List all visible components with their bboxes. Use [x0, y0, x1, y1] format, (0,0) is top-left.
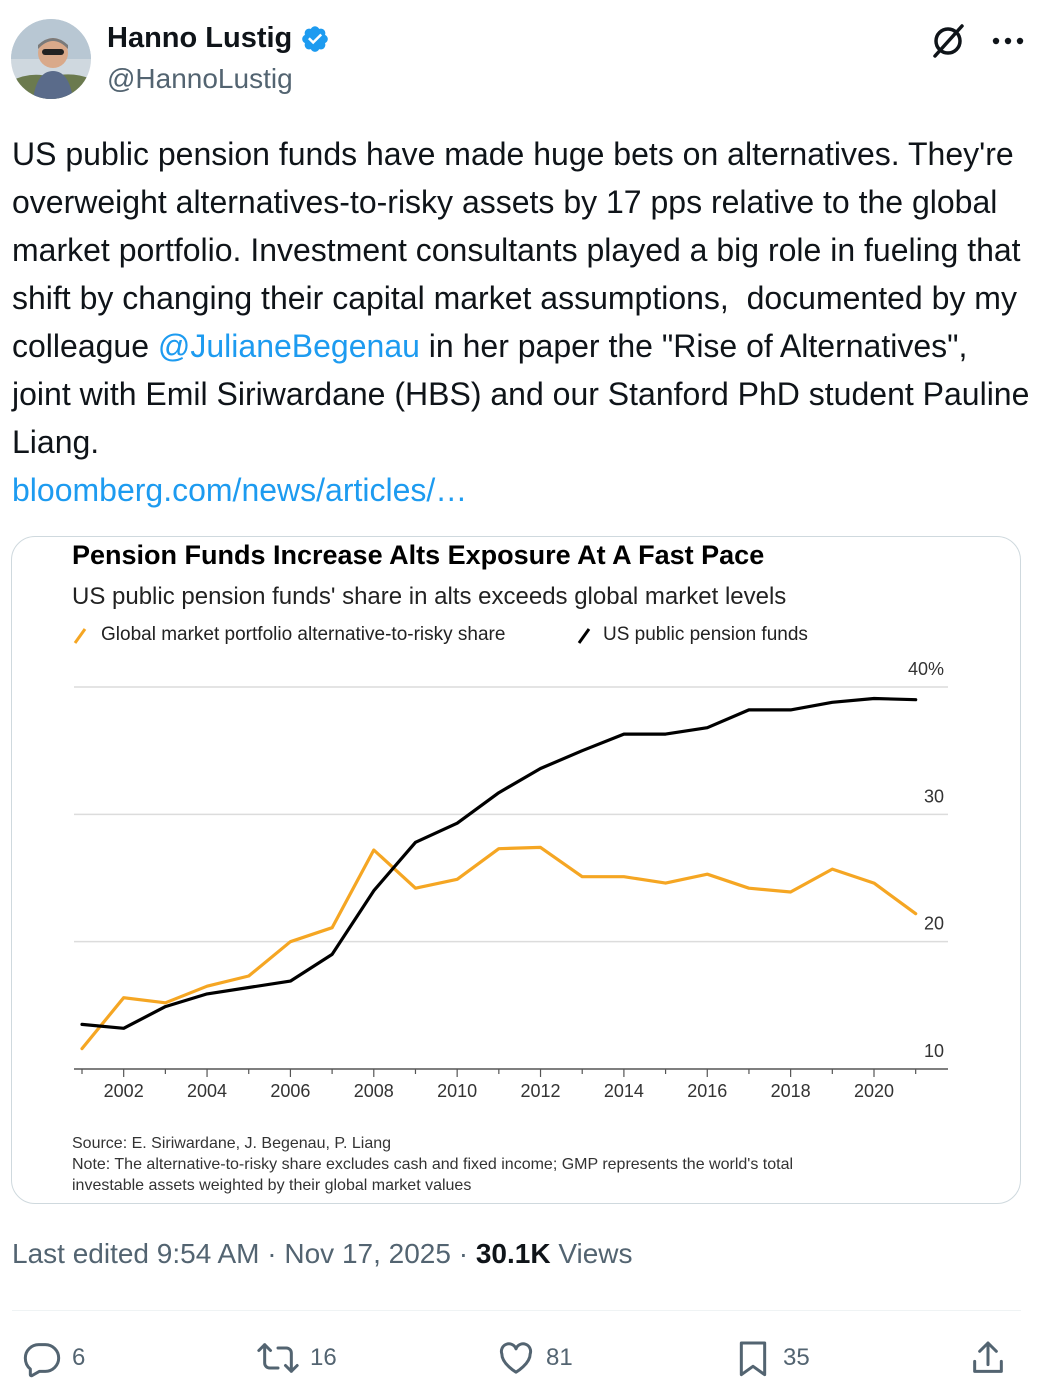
x-tick-label: 2008: [354, 1081, 394, 1101]
like-button[interactable]: 81: [496, 1338, 573, 1378]
x-tick-label: 2020: [854, 1081, 894, 1101]
reply-count: 6: [72, 1344, 86, 1371]
chart-note-line2: investable assets weighted by their glob…: [72, 1177, 471, 1194]
tweet-meta: Last edited 9:54 AM · Nov 17, 2025 · 30.…: [12, 1238, 633, 1270]
author-name[interactable]: Hanno Lustig: [107, 22, 293, 54]
x-tick-label: 2002: [104, 1081, 144, 1101]
repost-count: 16: [310, 1344, 337, 1371]
reply-button[interactable]: 6: [22, 1338, 85, 1378]
chart-legend: Global market portfolio alternative-to-r…: [73, 624, 808, 645]
chart-x-ticks: 2002 2004 2006 2008 2010 2012 2014 2016 2018 2020: [74, 1068, 948, 1101]
tweet-text-part1: US public pension funds have made huge b…: [12, 136, 1030, 364]
bookmark-count: 35: [783, 1344, 810, 1371]
like-count: 81: [546, 1344, 573, 1371]
share-button[interactable]: [968, 1338, 1008, 1378]
bookmark-button[interactable]: 35: [733, 1338, 810, 1378]
action-bar: 6 16 81 35: [0, 1332, 1043, 1392]
chart: Pension Funds Increase Alts Exposure At …: [72, 540, 948, 1194]
avatar-image: [11, 19, 91, 99]
more-icon[interactable]: [991, 36, 1025, 46]
legend-swatch-us: [577, 628, 591, 644]
series-line-us-pension: [80, 696, 918, 1030]
chart-series: [80, 696, 918, 1051]
x-tick-label: 2010: [437, 1081, 477, 1101]
views-count: 30.1K: [475, 1238, 551, 1269]
chart-gridlines: [74, 686, 948, 943]
x-tick-label: 2016: [687, 1081, 727, 1101]
chart-y-ticks: 10 20 30 40%: [908, 659, 944, 1061]
y-tick-label: 20: [924, 914, 944, 934]
mention-link[interactable]: @JulianeBegenau: [157, 328, 420, 364]
views-label: Views: [550, 1238, 633, 1269]
repost-icon: [257, 1343, 299, 1373]
verified-badge-icon[interactable]: [300, 24, 330, 54]
chart-title: Pension Funds Increase Alts Exposure At …: [72, 540, 764, 570]
x-tick-label: 2004: [187, 1081, 227, 1101]
x-tick-label: 2012: [521, 1081, 561, 1101]
chart-subtitle: US public pension funds' share in alts e…: [72, 583, 786, 610]
avatar[interactable]: [11, 19, 91, 99]
x-tick-label: 2014: [604, 1081, 644, 1101]
chart-image-card[interactable]: Pension Funds Increase Alts Exposure At …: [11, 536, 1021, 1204]
divider: [12, 1310, 1021, 1311]
series-line-global-market: [80, 845, 918, 1051]
legend-swatch-global: [73, 628, 87, 644]
x-tick-label: 2018: [771, 1081, 811, 1101]
reply-icon: [23, 1343, 61, 1378]
x-tick-label: 2006: [270, 1081, 310, 1101]
edited-timestamp[interactable]: Last edited 9:54 AM · Nov 17, 2025 ·: [12, 1238, 476, 1269]
chart-note-line1: Note: The alternative-to-risky share exc…: [72, 1156, 793, 1173]
share-icon: [973, 1341, 1003, 1373]
y-tick-label: 40%: [908, 659, 944, 679]
tweet-text: US public pension funds have made huge b…: [12, 130, 1032, 514]
repost-button[interactable]: 16: [256, 1338, 337, 1378]
tweet-text-part2: in her paper the "Rise of Alternatives",…: [12, 328, 1039, 460]
article-link[interactable]: bloomberg.com/news/articles/…: [12, 472, 468, 508]
grok-icon[interactable]: [929, 22, 967, 60]
legend-label-global: Global market portfolio alternative-to-r…: [101, 624, 505, 645]
author-handle[interactable]: @HannoLustig: [107, 63, 293, 94]
chart-source: Source: E. Siriwardane, J. Begenau, P. L…: [72, 1135, 391, 1152]
heart-icon: [499, 1342, 533, 1374]
y-tick-label: 30: [924, 786, 944, 806]
legend-label-us: US public pension funds: [603, 624, 808, 645]
bookmark-icon: [739, 1341, 767, 1377]
y-tick-label: 10: [924, 1041, 944, 1061]
